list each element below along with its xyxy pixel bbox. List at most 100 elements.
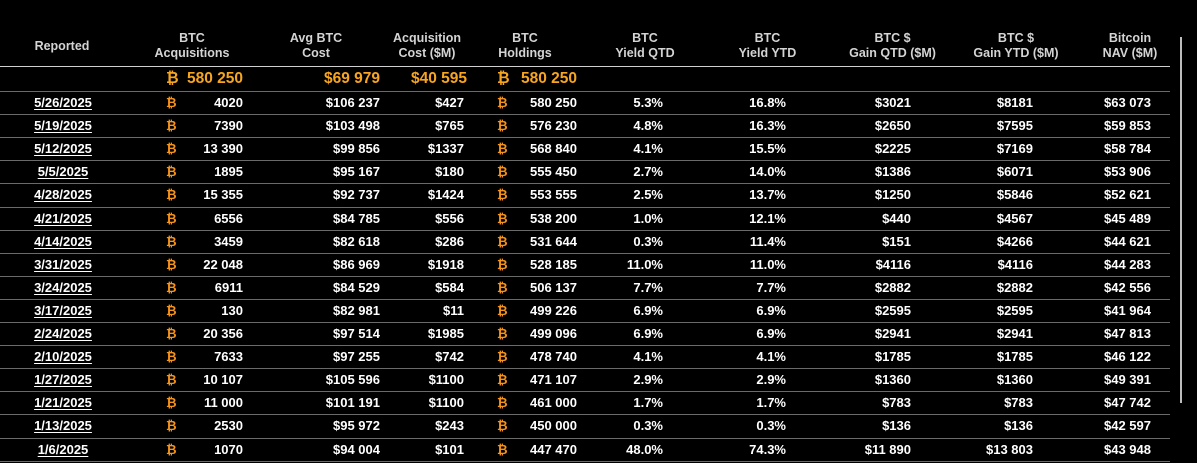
holdings-cell: 568 840 xyxy=(530,141,577,157)
yield-ytd-cell: 12.1% xyxy=(749,210,786,226)
header-line: Avg BTC xyxy=(289,31,343,45)
reported-date-link[interactable]: 3/31/2025 xyxy=(34,256,92,272)
yield-ytd-cell: 74.3% xyxy=(749,441,786,457)
acquisitions-btc-icon: ₿ xyxy=(166,233,177,249)
gain-ytd-cell: $7169 xyxy=(996,141,1033,157)
gain-qtd-cell: $2941 xyxy=(874,326,911,341)
avg-cost-cell: $101 191 xyxy=(325,395,380,411)
yield-ytd-cell: 4.1% xyxy=(756,349,786,365)
holdings-cell: 576 230 xyxy=(530,118,577,134)
yield-qtd-cell: 2.5% xyxy=(633,187,663,203)
header-line: Gain QTD ($M) xyxy=(849,46,936,60)
table-row: 5/12/2025 13 390 $99 856 $1337 568 840 4.1% 15… xyxy=(0,137,1170,160)
reported-date-link[interactable]: 4/28/2025 xyxy=(34,187,92,203)
header-divider xyxy=(0,66,1170,67)
acquisition-cost-cell: $742 xyxy=(435,349,464,365)
holdings-cell: 478 740 xyxy=(530,349,577,365)
table-row: 3/31/2025 22 048 $86 969 $1918 528 185 11.0% 1… xyxy=(0,253,1170,276)
reported-date-link[interactable]: 1/6/2025 xyxy=(37,441,89,457)
holdings-cell: 499 226 xyxy=(530,302,577,318)
reported-date-link[interactable]: 4/21/2025 xyxy=(34,210,92,226)
nav-cell: $59 853 xyxy=(1104,118,1151,134)
reported-date-link[interactable]: 1/27/2025 xyxy=(34,372,92,388)
header-acquisitions: BTC Acquisitions xyxy=(142,26,242,66)
scrollbar[interactable] xyxy=(1180,37,1182,403)
gain-qtd-cell: $11 890 xyxy=(864,441,911,457)
yield-qtd-cell: 7.7% xyxy=(633,279,663,295)
acquisition-cost-cell: $1337 xyxy=(427,141,464,157)
acquisition-cost-cell: $765 xyxy=(435,118,464,134)
reported-date-link[interactable]: 5/26/2025 xyxy=(34,95,92,110)
header-line: BTC $ xyxy=(874,31,911,45)
header-acquisition-cost: Acquisition Cost ($M) xyxy=(383,26,471,66)
reported-date-link[interactable]: 2/10/2025 xyxy=(34,349,92,365)
header-line: BTC xyxy=(754,31,781,45)
acquisition-cost-cell: $180 xyxy=(435,164,464,180)
yield-ytd-cell: 13.7% xyxy=(749,187,786,203)
holdings-btc-icon: ₿ xyxy=(497,372,508,388)
header-line: NAV ($M) xyxy=(1102,46,1158,60)
yield-qtd-cell: 2.7% xyxy=(633,164,663,180)
nav-cell: $41 964 xyxy=(1104,302,1151,318)
reported-date-link[interactable]: 5/5/2025 xyxy=(37,164,89,180)
row-divider xyxy=(0,206,1170,208)
header-line: Cost xyxy=(302,46,330,60)
reported-date-link[interactable]: 1/21/2025 xyxy=(34,395,92,411)
nav-cell: $44 283 xyxy=(1104,256,1151,272)
acquisition-cost-cell: $427 xyxy=(435,95,464,110)
reported-date-link[interactable]: 1/13/2025 xyxy=(34,418,92,434)
reported-date-link[interactable]: 5/19/2025 xyxy=(34,118,92,134)
row-divider xyxy=(0,137,1170,139)
header-reported: Reported xyxy=(20,26,104,66)
yield-qtd-cell: 1.0% xyxy=(633,210,663,226)
header-line: Cost ($M) xyxy=(398,46,456,60)
reported-date-link[interactable]: 3/17/2025 xyxy=(34,302,92,318)
yield-qtd-cell: 6.9% xyxy=(633,326,663,341)
row-divider xyxy=(0,391,1170,393)
acquisitions-cell: 11 000 xyxy=(203,395,243,411)
header-yield-ytd: BTC Yield YTD xyxy=(720,26,815,66)
table-row: 3/17/2025 130 $82 981 $11 499 226 6.9% 6.9% $25… xyxy=(0,299,1170,322)
avg-cost-cell: $106 237 xyxy=(325,95,380,110)
reported-date-link[interactable]: 5/12/2025 xyxy=(34,141,92,157)
yield-qtd-cell: 11.0% xyxy=(626,256,663,272)
summary-holdings: 580 250 xyxy=(520,69,577,87)
acquisition-cost-cell: $1100 xyxy=(428,395,464,411)
acquisitions-cell: 15 355 xyxy=(203,187,243,203)
header-line: Yield QTD xyxy=(615,46,675,60)
yield-qtd-cell: 4.1% xyxy=(633,349,663,365)
reported-date-link[interactable]: 4/14/2025 xyxy=(34,233,92,249)
row-divider xyxy=(0,252,1170,254)
holdings-btc-icon: ₿ xyxy=(497,256,508,272)
gain-ytd-cell: $7595 xyxy=(996,118,1033,134)
acquisition-cost-cell: $1985 xyxy=(427,326,464,341)
reported-date-link[interactable]: 3/24/2025 xyxy=(34,279,92,295)
holdings-btc-icon: ₿ xyxy=(497,326,508,341)
reported-date-link[interactable]: 2/24/2025 xyxy=(34,326,92,341)
yield-ytd-cell: 0.3% xyxy=(756,418,786,434)
acquisitions-btc-icon: ₿ xyxy=(166,349,177,365)
holdings-btc-icon: ₿ xyxy=(497,418,508,434)
avg-cost-cell: $84 785 xyxy=(333,210,380,226)
header-nav: Bitcoin NAV ($M) xyxy=(1090,26,1170,66)
row-divider xyxy=(0,368,1170,370)
holdings-cell: 450 000 xyxy=(530,418,577,434)
acquisitions-btc-icon: ₿ xyxy=(166,187,177,203)
avg-cost-cell: $92 737 xyxy=(333,187,380,203)
summary-row: ₿ 580 250 $69 979 $40 595 ₿ 580 250 xyxy=(0,66,1170,91)
yield-qtd-cell: 0.3% xyxy=(633,233,663,249)
holdings-btc-icon: ₿ xyxy=(497,210,508,226)
nav-cell: $52 621 xyxy=(1104,187,1151,203)
nav-cell: $42 556 xyxy=(1104,279,1151,295)
row-divider xyxy=(0,183,1170,185)
yield-ytd-cell: 1.7% xyxy=(756,395,786,411)
row-divider xyxy=(0,437,1170,439)
acquisitions-btc-icon: ₿ xyxy=(166,164,177,180)
gain-ytd-cell: $13 803 xyxy=(986,441,1033,457)
acquisitions-btc-icon: ₿ xyxy=(166,372,177,388)
gain-qtd-cell: $783 xyxy=(882,395,911,411)
gain-ytd-cell: $136 xyxy=(1004,418,1033,434)
header-yield-qtd: BTC Yield QTD xyxy=(600,26,690,66)
yield-ytd-cell: 15.5% xyxy=(749,141,786,157)
header-gain-ytd: BTC $ Gain YTD ($M) xyxy=(962,26,1070,66)
